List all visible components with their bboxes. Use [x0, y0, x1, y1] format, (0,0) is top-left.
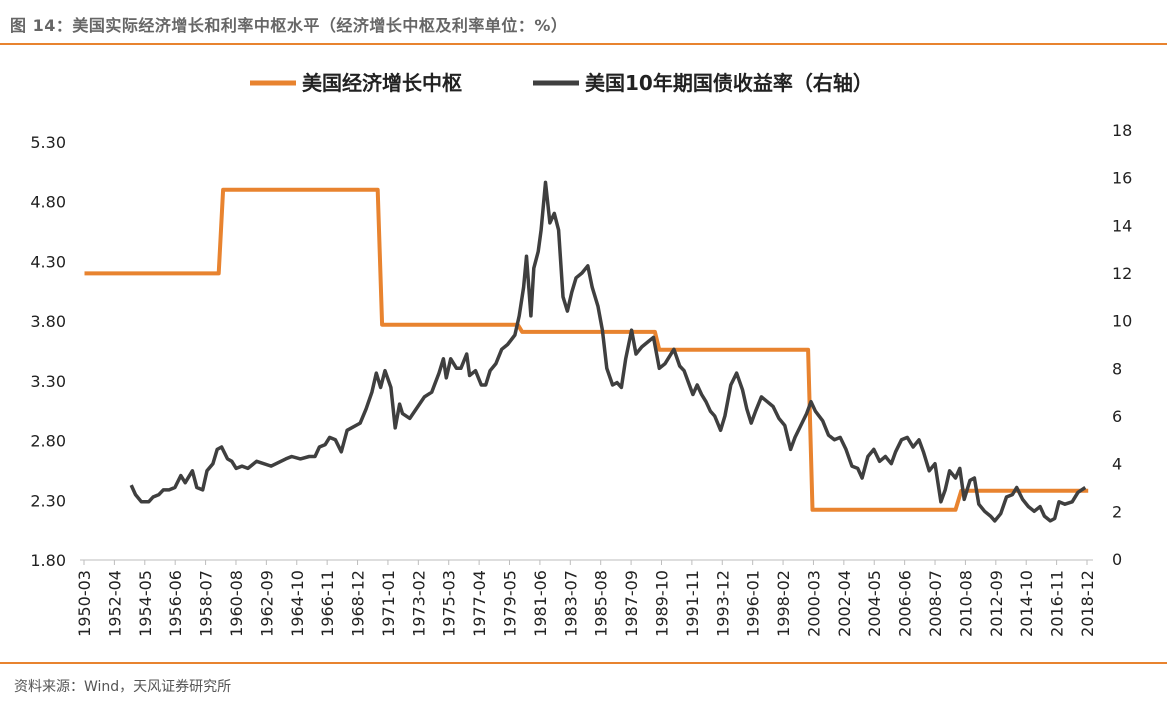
- x-axis: 1950-03 1952-04 1954-05 1956-06 1958-07 1960-…: [75, 560, 1097, 637]
- x-tick-label: 1971-01: [379, 570, 398, 637]
- y-left-tick-label: 3.30: [30, 372, 66, 391]
- y-left-tick-label: 4.30: [30, 252, 66, 271]
- bottom-rule: [0, 662, 1167, 664]
- x-tick-label: 1996-01: [744, 570, 763, 637]
- x-tick-label: 1981-06: [531, 570, 550, 637]
- x-tick-label: 1954-05: [136, 570, 155, 637]
- y-left-tick-label: 2.30: [30, 491, 66, 510]
- y-axis-left: 5.30 4.80 4.30 3.80 3.30 2.80 2.30 1.80: [30, 133, 66, 570]
- x-tick-label: 2004-05: [865, 570, 884, 637]
- x-tick-label: 2006-06: [896, 570, 915, 637]
- x-tick-label: 1958-07: [197, 570, 216, 637]
- x-tick-label: 1975-03: [440, 570, 459, 637]
- x-tick-label: 1952-04: [105, 570, 124, 637]
- chart-title: 图 14：美国实际经济增长和利率中枢水平（经济增长中枢及利率单位：%）: [10, 16, 568, 35]
- x-tick-label: 1968-12: [349, 570, 368, 637]
- x-tick-label: 2016-11: [1048, 570, 1067, 637]
- chart-svg: 美国经济增长中枢 美国10年期国债收益率（右轴） 5.30 4.80 4.30 3.8…: [30, 71, 1132, 637]
- x-tick-label: 2018-12: [1078, 570, 1097, 637]
- y-right-tick-label: 14: [1112, 216, 1132, 235]
- plot-area: [84, 180, 1089, 523]
- top-rule: [0, 43, 1167, 45]
- x-tick-label: 1956-06: [166, 570, 185, 637]
- y-right-tick-label: 12: [1112, 264, 1132, 283]
- y-right-tick-label: 0: [1112, 550, 1122, 569]
- x-tick-label: 1950-03: [75, 570, 94, 637]
- y-right-tick-label: 8: [1112, 359, 1122, 378]
- x-tick-label: 1993-12: [713, 570, 732, 637]
- y-right-tick-label: 4: [1112, 455, 1122, 474]
- y-left-tick-label: 4.80: [30, 193, 66, 212]
- x-tick-label: 2000-03: [804, 570, 823, 637]
- legend-label-yield: 美国10年期国债收益率（右轴）: [585, 71, 873, 95]
- series-line-growth: [84, 187, 1089, 512]
- x-tick-label: 2002-04: [835, 570, 854, 637]
- x-tick-label: 1983-07: [561, 570, 580, 637]
- y-left-tick-label: 5.30: [30, 133, 66, 152]
- x-tick-label: 2012-09: [987, 570, 1006, 637]
- legend: 美国经济增长中枢 美国10年期国债收益率（右轴）: [250, 71, 873, 95]
- x-tick-label: 1985-08: [592, 570, 611, 637]
- x-tick-label: 1966-11: [318, 570, 337, 637]
- x-tick-label: 2008-07: [926, 570, 945, 637]
- series-line-yield: [129, 180, 1087, 523]
- y-right-tick-label: 16: [1112, 169, 1132, 188]
- y-axis-right: 18 16 14 12 10 8 6 4 2 0: [1112, 121, 1132, 569]
- y-right-tick-label: 6: [1112, 407, 1122, 426]
- y-right-tick-label: 10: [1112, 312, 1132, 331]
- y-right-tick-label: 18: [1112, 121, 1132, 140]
- x-tick-label: 1973-02: [409, 570, 428, 637]
- x-tick-label: 1989-10: [652, 570, 671, 637]
- x-tick-label: 1964-10: [288, 570, 307, 637]
- x-tick-label: 1962-09: [257, 570, 276, 637]
- y-left-tick-label: 3.80: [30, 312, 66, 331]
- x-tick-label: 1979-05: [501, 570, 520, 637]
- legend-label-growth: 美国经济增长中枢: [302, 71, 462, 95]
- x-tick-label: 1960-08: [227, 570, 246, 637]
- source-note: 资料来源：Wind，天风证券研究所: [14, 679, 232, 695]
- y-left-tick-label: 1.80: [30, 551, 66, 570]
- x-tick-label: 1998-02: [774, 570, 793, 637]
- y-right-tick-label: 2: [1112, 502, 1122, 521]
- x-tick-label: 1987-09: [622, 570, 641, 637]
- x-tick-label: 1977-04: [470, 570, 489, 637]
- x-tick-label: 1991-11: [683, 570, 702, 637]
- x-tick-label: 2014-10: [1017, 570, 1036, 637]
- x-tick-label: 2010-08: [956, 570, 975, 637]
- y-left-tick-label: 2.80: [30, 432, 66, 451]
